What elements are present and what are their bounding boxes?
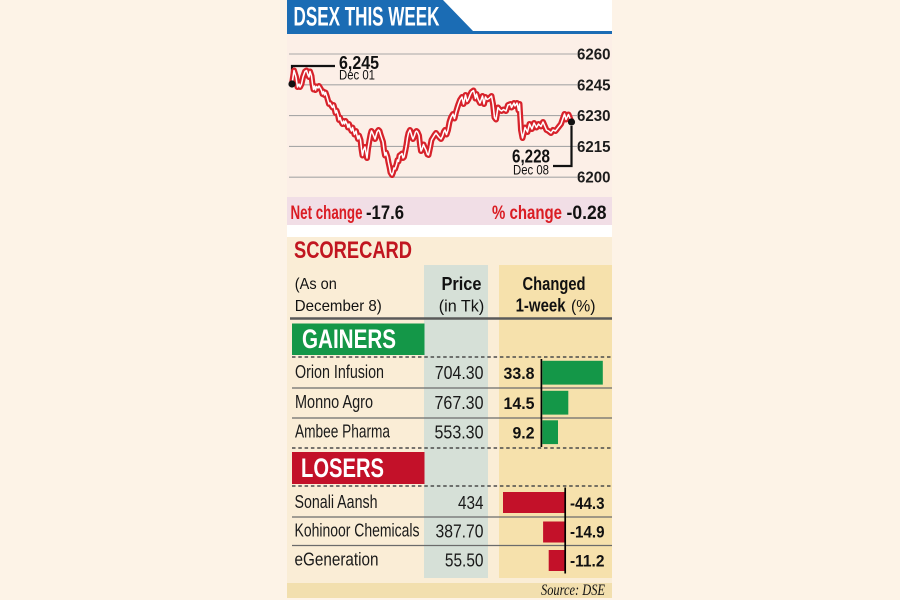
svg-text:-11.2: -11.2 [570,552,605,570]
svg-text:Dec 08: Dec 08 [513,162,549,178]
svg-text:434: 434 [458,493,484,513]
svg-text:Net change: Net change [291,203,363,224]
svg-text:33.8: 33.8 [504,365,535,383]
svg-text:GAINERS: GAINERS [302,324,396,354]
svg-text:SCORECARD: SCORECARD [294,237,412,264]
svg-text:14.5: 14.5 [504,395,535,413]
svg-text:6,228: 6,228 [512,147,550,167]
svg-text:Dec 01: Dec 01 [339,67,375,83]
svg-text:6,245: 6,245 [339,53,379,73]
svg-text:eGeneration: eGeneration [295,549,379,569]
svg-text:Ambee Pharma: Ambee Pharma [295,422,391,442]
svg-text:6215: 6215 [577,139,611,156]
svg-text:DSEX THIS WEEK: DSEX THIS WEEK [294,2,440,32]
svg-text:-14.9: -14.9 [570,524,605,542]
svg-text:(As on: (As on [295,276,337,293]
svg-text:6260: 6260 [577,47,611,64]
svg-text:December 8): December 8) [295,298,382,315]
svg-text:Changed: Changed [523,273,586,294]
svg-text:Source: DSE: Source: DSE [541,582,605,599]
svg-text:Price: Price [442,273,482,294]
svg-text:-44.3: -44.3 [570,495,605,513]
svg-text:6230: 6230 [577,108,611,125]
svg-text:% change: % change [492,203,562,224]
svg-text:767.30: 767.30 [435,393,484,413]
svg-text:Orion Infusion: Orion Infusion [295,362,384,382]
svg-text:6200: 6200 [577,170,611,187]
svg-text:1-week: 1-week [516,295,567,316]
svg-text:387.70: 387.70 [436,522,484,542]
svg-text:55.50: 55.50 [445,550,484,570]
svg-text:Kohinoor Chemicals: Kohinoor Chemicals [295,521,420,541]
svg-text:(in Tk): (in Tk) [439,297,485,316]
svg-text:-17.6: -17.6 [366,203,404,224]
svg-text:LOSERS: LOSERS [301,453,384,483]
svg-text:9.2: 9.2 [513,425,535,443]
svg-text:(%): (%) [571,297,596,316]
svg-text:-0.28: -0.28 [567,203,607,224]
svg-text:704.30: 704.30 [435,363,484,383]
svg-text:553.30: 553.30 [435,423,484,443]
svg-text:Monno Agro: Monno Agro [295,392,373,412]
svg-text:6245: 6245 [577,77,611,94]
svg-text:Sonali Aansh: Sonali Aansh [295,492,378,512]
